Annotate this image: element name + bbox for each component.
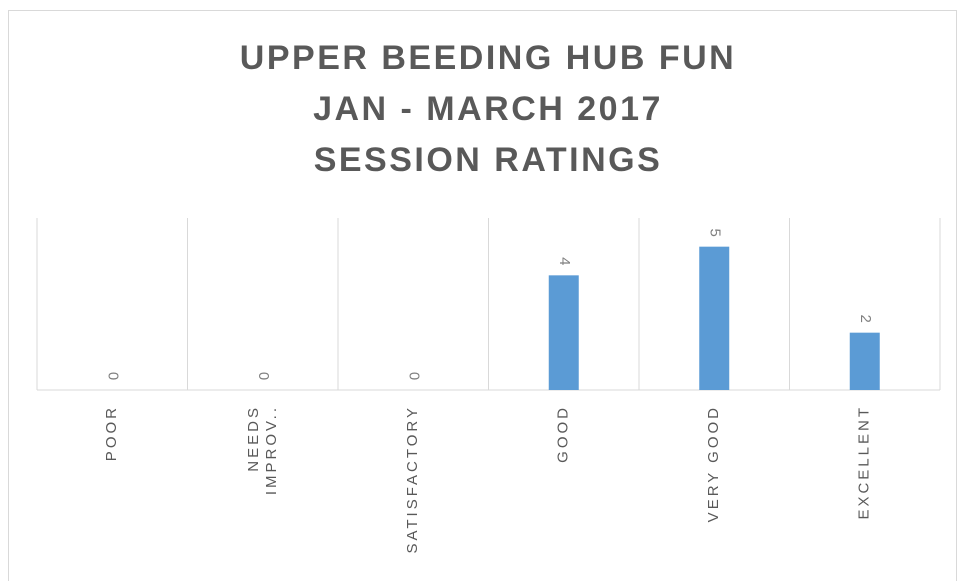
bar <box>699 246 730 390</box>
x-tick-label: EXCELLENT <box>856 405 873 520</box>
chart-title: JAN - MARCH 2017 <box>313 90 663 128</box>
chart-title: SESSION RATINGS <box>314 141 663 179</box>
x-tick-label: VERY GOOD <box>705 405 722 522</box>
bar <box>849 332 880 390</box>
chart-title: UPPER BEEDING HUB FUN <box>240 39 736 77</box>
bar <box>548 275 579 390</box>
data-label: 4 <box>556 257 573 265</box>
chart-border <box>8 10 957 581</box>
x-tick-label: POOR <box>103 405 120 461</box>
x-tick-label: SATISFACTORY <box>404 405 421 554</box>
data-label: 0 <box>104 372 121 380</box>
x-tick-label: NEEDSIMPROV.. <box>245 405 280 495</box>
x-tick-label: GOOD <box>555 405 572 463</box>
data-label: 2 <box>857 314 874 322</box>
data-label: 0 <box>405 372 422 380</box>
data-label: 5 <box>706 228 723 236</box>
data-label: 0 <box>255 372 272 380</box>
